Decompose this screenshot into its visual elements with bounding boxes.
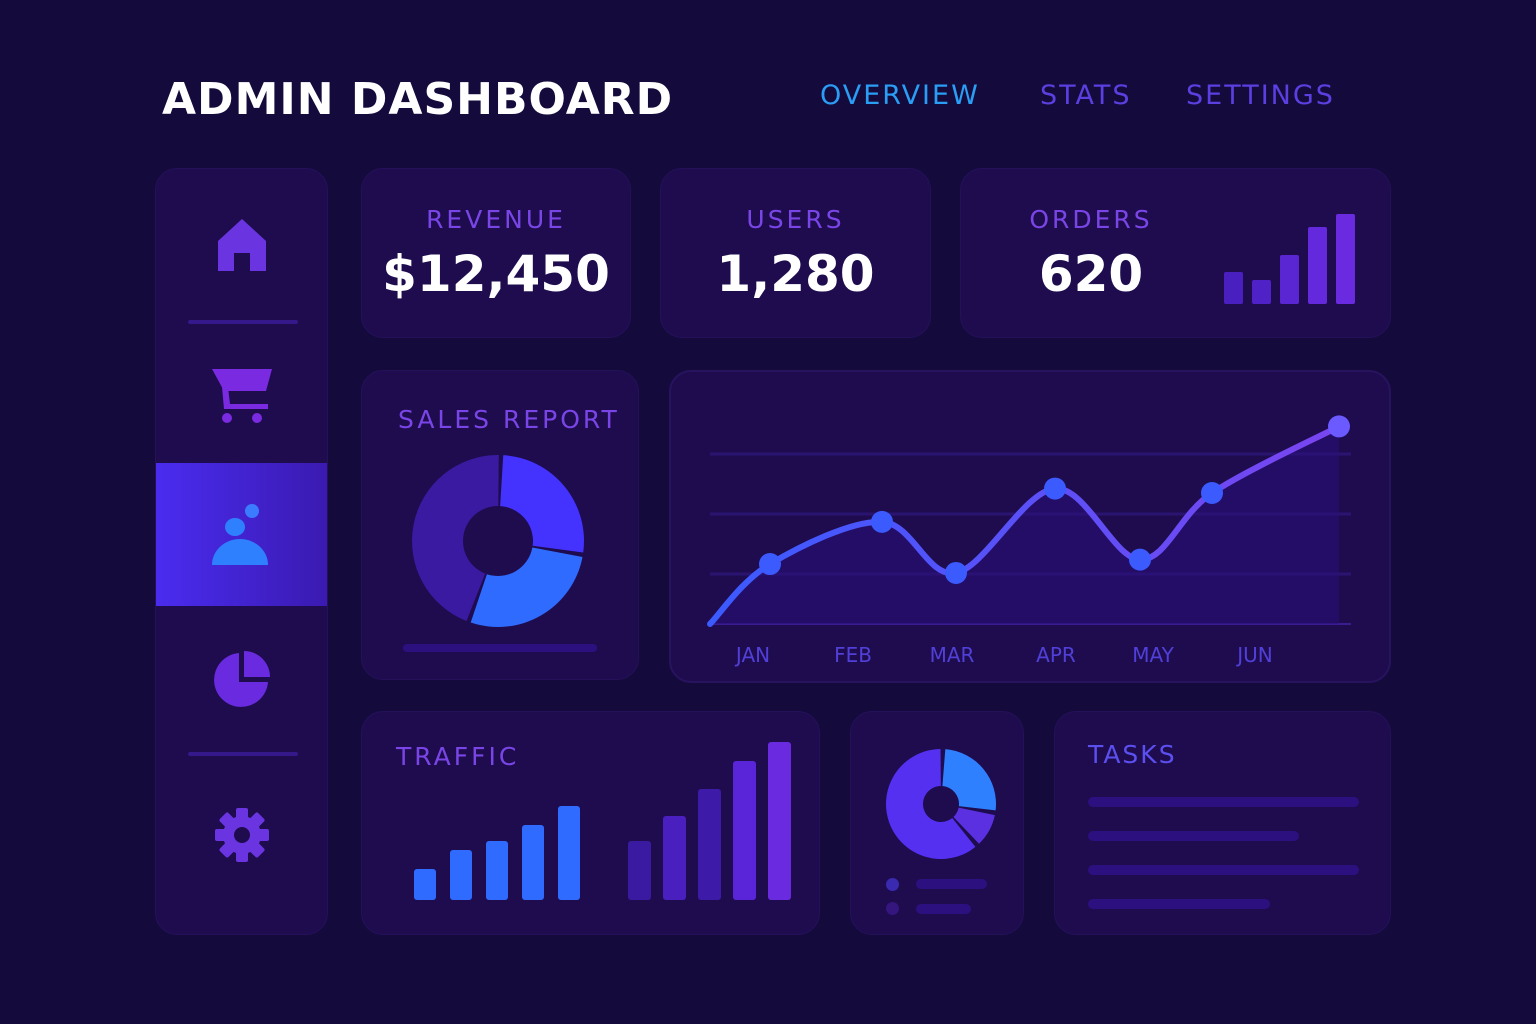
sales-slice — [470, 547, 583, 627]
task-row[interactable] — [1088, 831, 1300, 841]
revenue-value: $12,450 — [382, 245, 610, 303]
orders-bar — [1280, 255, 1299, 304]
x-tick-label: MAR — [930, 643, 975, 667]
data-point — [945, 561, 967, 584]
orders-bar — [1252, 280, 1271, 304]
page-title: ADMIN DASHBOARD — [162, 74, 674, 125]
sidebar-item-home[interactable] — [156, 173, 327, 316]
traffic-bar — [733, 761, 756, 900]
task-row[interactable] — [1088, 797, 1359, 807]
users-icon — [212, 503, 268, 565]
data-point — [1129, 548, 1151, 571]
x-tick-label: FEB — [834, 643, 872, 667]
traffic-bar-chart — [414, 742, 791, 900]
traffic-bar — [414, 869, 436, 900]
pie-slice — [942, 749, 996, 811]
revenue-card: REVENUE $12,450 — [361, 168, 631, 338]
x-tick-label: JUN — [1235, 643, 1273, 667]
sales-donut-chart — [412, 455, 584, 627]
legend-line — [916, 904, 971, 914]
sidebar-item-reports[interactable] — [156, 607, 327, 750]
orders-value: 620 — [1038, 245, 1144, 303]
home-icon — [218, 218, 266, 271]
sales-slice — [412, 455, 499, 622]
pie-slice — [953, 807, 995, 844]
sidebar-item-settings[interactable] — [156, 763, 327, 906]
orders-label: ORDERS — [1029, 205, 1153, 234]
cart-icon — [212, 368, 272, 423]
traffic-bar — [628, 841, 651, 900]
sidebar — [155, 168, 328, 935]
line-chart-card: JAN FEB MAR APR MAY JUN — [669, 370, 1391, 683]
orders-mini-chart — [1224, 214, 1355, 304]
legend-dot — [886, 902, 899, 915]
x-tick-label: JAN — [734, 643, 770, 667]
orders-card: ORDERS 620 — [960, 168, 1391, 338]
data-point — [759, 553, 781, 576]
task-row[interactable] — [1088, 899, 1270, 909]
pie-chart-icon — [214, 650, 270, 707]
traffic-bar — [663, 816, 686, 900]
sales-report-title: SALES REPORT — [398, 405, 620, 434]
revenue-label: REVENUE — [426, 205, 566, 234]
sales-slice — [500, 455, 584, 553]
traffic-title: TRAFFIC — [396, 742, 520, 771]
sidebar-divider — [188, 320, 298, 324]
orders-bar — [1336, 214, 1355, 304]
data-point — [1328, 415, 1350, 438]
traffic-bar — [698, 789, 721, 900]
x-tick-label: MAY — [1132, 643, 1174, 667]
users-value: 1,280 — [716, 245, 875, 303]
legend-line — [916, 879, 987, 889]
users-label: USERS — [746, 205, 845, 234]
legend-dot — [886, 878, 899, 891]
data-point — [1044, 477, 1066, 500]
orders-bar — [1308, 227, 1327, 304]
sales-report-card: SALES REPORT — [361, 370, 639, 680]
x-tick-label: APR — [1036, 643, 1076, 667]
traffic-bar — [486, 841, 508, 900]
data-point — [1201, 482, 1223, 505]
traffic-bar — [522, 825, 544, 900]
line-chart: JAN FEB MAR APR MAY JUN — [707, 415, 1351, 667]
line-area — [710, 426, 1339, 624]
orders-bar — [1224, 272, 1243, 304]
tasks-title: TASKS — [1088, 740, 1177, 769]
sidebar-item-users[interactable] — [156, 463, 327, 606]
traffic-bar — [558, 806, 580, 900]
sidebar-item-cart[interactable] — [156, 323, 327, 466]
task-row[interactable] — [1088, 865, 1359, 875]
data-point — [871, 510, 893, 533]
tab-stats[interactable]: STATS — [1040, 80, 1132, 111]
sales-progress-bar — [403, 644, 597, 652]
traffic-bar — [450, 850, 472, 900]
traffic-bar — [768, 742, 791, 900]
gear-icon — [215, 807, 269, 862]
traffic-card: TRAFFIC — [361, 711, 820, 935]
tab-overview[interactable]: OVERVIEW — [820, 80, 980, 111]
mini-pie-card — [850, 711, 1024, 935]
pie-slice — [886, 749, 976, 859]
tab-settings[interactable]: SETTINGS — [1186, 80, 1335, 111]
sidebar-divider — [188, 752, 298, 756]
mini-pie-chart — [886, 749, 996, 859]
users-card: USERS 1,280 — [660, 168, 931, 338]
tasks-card: TASKS — [1054, 711, 1391, 935]
